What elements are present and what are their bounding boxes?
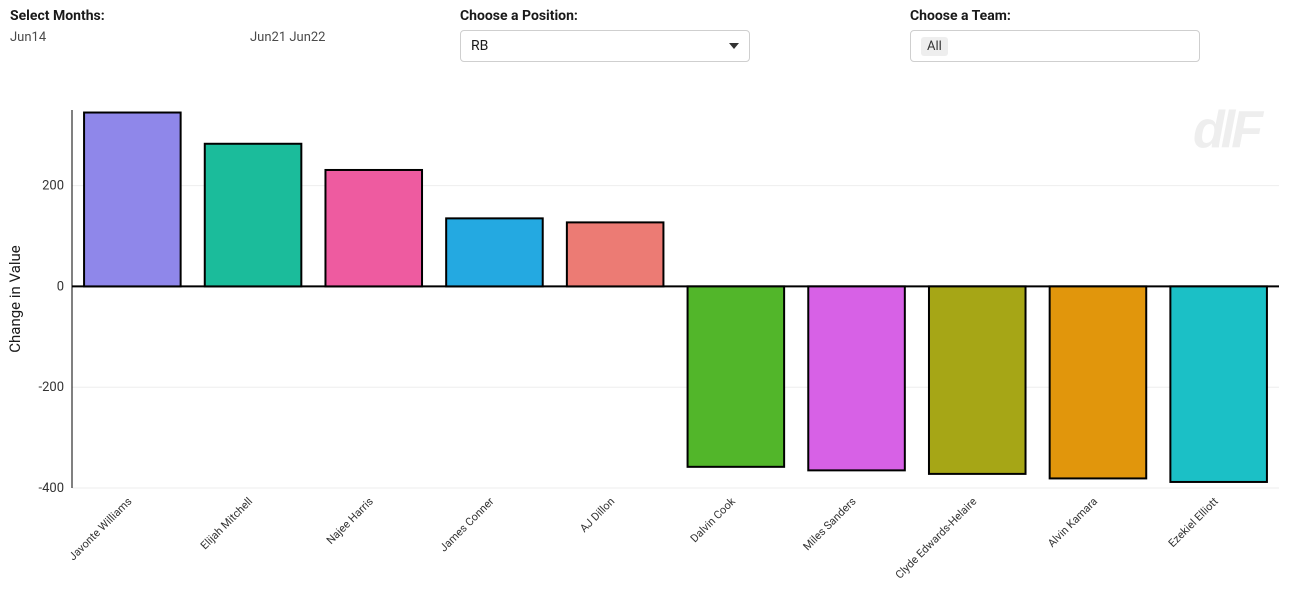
bar[interactable] bbox=[84, 113, 181, 287]
svg-text:-400: -400 bbox=[38, 481, 64, 496]
bar[interactable] bbox=[1170, 286, 1267, 482]
team-label: Choose a Team: bbox=[910, 8, 1200, 24]
svg-text:-200: -200 bbox=[38, 380, 64, 395]
months-label: Select Months: bbox=[10, 8, 440, 24]
bar[interactable] bbox=[688, 286, 785, 466]
months-slider[interactable]: Jun14 Jun21 Jun22 bbox=[10, 30, 440, 45]
x-axis-label: Dalvin Cook bbox=[688, 495, 738, 545]
x-axis-label: Elijah Mitchell bbox=[198, 495, 255, 552]
x-axis-label: James Conner bbox=[437, 495, 497, 555]
x-axis-label: AJ Dillon bbox=[577, 495, 617, 535]
bar[interactable] bbox=[1050, 286, 1147, 478]
bar[interactable] bbox=[325, 170, 422, 286]
team-select[interactable]: All bbox=[910, 30, 1200, 62]
month-end: Jun21 Jun22 bbox=[250, 30, 326, 45]
chart-area: dlF -400-2000200Change in ValueJavonte W… bbox=[0, 70, 1299, 588]
chevron-down-icon bbox=[729, 43, 739, 49]
bar[interactable] bbox=[929, 286, 1026, 473]
position-value: RB bbox=[471, 38, 488, 54]
bar[interactable] bbox=[808, 286, 905, 470]
months-control: Select Months: Jun14 Jun21 Jun22 bbox=[10, 8, 440, 62]
x-axis-label: Alvin Kamara bbox=[1045, 495, 1100, 550]
bar[interactable] bbox=[567, 222, 664, 286]
team-control: Choose a Team: All bbox=[910, 8, 1200, 62]
position-control: Choose a Position: RB bbox=[460, 8, 890, 62]
month-start: Jun14 bbox=[10, 30, 250, 45]
bar[interactable] bbox=[446, 218, 543, 286]
svg-text:200: 200 bbox=[42, 179, 64, 194]
x-axis-label: Najee Harris bbox=[324, 495, 376, 547]
x-axis-label: Clyde Edwards-Helaire bbox=[893, 495, 980, 582]
y-axis-label: Change in Value bbox=[6, 245, 24, 353]
team-value: All bbox=[921, 37, 948, 56]
bar[interactable] bbox=[205, 144, 302, 287]
controls-row: Select Months: Jun14 Jun21 Jun22 Choose … bbox=[0, 0, 1299, 62]
svg-text:0: 0 bbox=[57, 279, 64, 294]
x-axis-label: Ezekiel Elliott bbox=[1166, 495, 1221, 550]
position-label: Choose a Position: bbox=[460, 8, 890, 24]
position-select[interactable]: RB bbox=[460, 30, 750, 62]
x-axis-label: Miles Sanders bbox=[801, 495, 859, 553]
x-axis-label: Javonte Williams bbox=[66, 495, 134, 563]
bar-chart: -400 -200 0 200 Change in Value Javonte Willi… bbox=[0, 70, 1299, 588]
